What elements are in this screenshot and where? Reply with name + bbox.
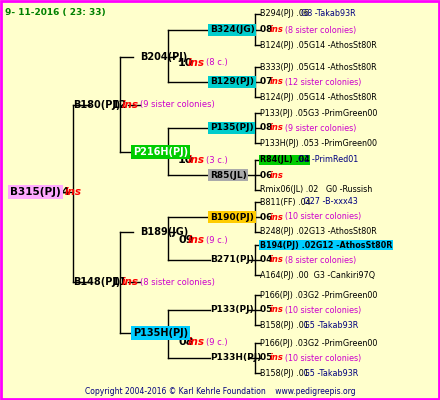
Text: B180(PJ): B180(PJ) (73, 100, 121, 110)
Text: ins: ins (270, 354, 284, 362)
Text: G5 -Takab93R: G5 -Takab93R (296, 320, 359, 330)
Text: ins: ins (270, 78, 284, 86)
Text: B204(PJ): B204(PJ) (140, 52, 187, 62)
Text: ins: ins (65, 187, 82, 197)
Text: ins: ins (270, 26, 284, 34)
Text: 05: 05 (260, 306, 275, 314)
Text: 12: 12 (112, 100, 128, 110)
Text: ins: ins (270, 306, 284, 314)
Text: 11: 11 (112, 277, 128, 287)
Text: (10 sister colonies): (10 sister colonies) (279, 354, 361, 362)
Text: ins: ins (188, 155, 205, 165)
Text: (8 sister colonies): (8 sister colonies) (279, 256, 356, 264)
Text: B324(JG): B324(JG) (210, 26, 255, 34)
Text: P133H(PJ): P133H(PJ) (210, 354, 261, 362)
Text: B124(PJ) .05G14 -AthosSt80R: B124(PJ) .05G14 -AthosSt80R (260, 92, 377, 102)
Text: 10: 10 (178, 155, 193, 165)
Text: 06: 06 (260, 170, 275, 180)
Text: (12 sister colonies): (12 sister colonies) (279, 78, 361, 86)
Text: 14: 14 (55, 187, 71, 197)
Text: 08: 08 (260, 26, 275, 34)
Text: 05: 05 (260, 354, 275, 362)
Text: (9 c.): (9 c.) (206, 338, 227, 346)
Text: ins: ins (270, 170, 284, 180)
Text: ins: ins (270, 256, 284, 264)
Text: P135H(PJ): P135H(PJ) (133, 328, 188, 338)
Text: Rmix06(JL) .02   G0 -Russish: Rmix06(JL) .02 G0 -Russish (260, 186, 372, 194)
Text: B190(PJ): B190(PJ) (210, 212, 254, 222)
Text: (8 sister colonies): (8 sister colonies) (140, 278, 215, 286)
Text: P135(PJ): P135(PJ) (210, 124, 253, 132)
Text: 9- 11-2016 ( 23: 33): 9- 11-2016 ( 23: 33) (5, 8, 106, 17)
Text: B315(PJ): B315(PJ) (10, 187, 61, 197)
Text: B158(PJ) .01: B158(PJ) .01 (260, 320, 309, 330)
Text: B148(PJ): B148(PJ) (73, 277, 121, 287)
Text: 07: 07 (260, 78, 275, 86)
Text: B294(PJ) .06: B294(PJ) .06 (260, 10, 309, 18)
Text: (9 sister colonies): (9 sister colonies) (140, 100, 215, 110)
Text: 08: 08 (178, 337, 193, 347)
Text: ins: ins (270, 124, 284, 132)
Text: (9 c.): (9 c.) (206, 236, 227, 244)
Text: ins: ins (270, 212, 284, 222)
Text: R85(JL): R85(JL) (210, 170, 247, 180)
Text: B333(PJ) .05G14 -AthosSt80R: B333(PJ) .05G14 -AthosSt80R (260, 62, 377, 72)
Text: G8 -Takab93R: G8 -Takab93R (296, 10, 356, 18)
Text: ins: ins (122, 277, 139, 287)
Text: 08: 08 (260, 124, 275, 132)
Text: G5 -Takab93R: G5 -Takab93R (296, 368, 359, 378)
Text: B248(PJ) .02G13 -AthosSt80R: B248(PJ) .02G13 -AthosSt80R (260, 228, 377, 236)
Text: (8 sister colonies): (8 sister colonies) (279, 26, 356, 34)
Text: ins: ins (188, 235, 205, 245)
Text: B271(PJ): B271(PJ) (210, 256, 254, 264)
Text: 06: 06 (260, 212, 275, 222)
Text: Copyright 2004-2016 © Karl Kehrle Foundation    www.pedigreepis.org: Copyright 2004-2016 © Karl Kehrle Founda… (84, 387, 356, 396)
Text: P166(PJ) .03G2 -PrimGreen00: P166(PJ) .03G2 -PrimGreen00 (260, 290, 378, 300)
Text: A164(PJ) .00  G3 -Cankiri97Q: A164(PJ) .00 G3 -Cankiri97Q (260, 270, 375, 280)
Text: P133(PJ) .05G3 -PrimGreen00: P133(PJ) .05G3 -PrimGreen00 (260, 108, 378, 118)
Text: B129(PJ): B129(PJ) (210, 78, 254, 86)
Text: (3 c.): (3 c.) (206, 156, 228, 164)
Text: B811(FF) .04: B811(FF) .04 (260, 198, 311, 206)
Text: P166(PJ) .03G2 -PrimGreen00: P166(PJ) .03G2 -PrimGreen00 (260, 338, 378, 348)
Text: B158(PJ) .01: B158(PJ) .01 (260, 368, 309, 378)
Text: G2 -PrimRed01: G2 -PrimRed01 (293, 156, 359, 164)
Text: ins: ins (122, 100, 139, 110)
Text: (10 sister colonies): (10 sister colonies) (279, 306, 361, 314)
Text: 04: 04 (260, 256, 275, 264)
Text: R84(JL) .04: R84(JL) .04 (260, 156, 310, 164)
Text: (10 sister colonies): (10 sister colonies) (279, 212, 361, 222)
Text: ins: ins (188, 337, 205, 347)
Text: ins: ins (188, 58, 205, 68)
Text: P216H(PJ): P216H(PJ) (133, 147, 188, 157)
Text: B189(JG): B189(JG) (140, 227, 188, 237)
Text: 10: 10 (178, 58, 193, 68)
Text: P133(PJ): P133(PJ) (210, 306, 253, 314)
Text: (8 c.): (8 c.) (206, 58, 228, 68)
Text: B124(PJ) .05G14 -AthosSt80R: B124(PJ) .05G14 -AthosSt80R (260, 40, 377, 50)
Text: P133H(PJ) .053 -PrimGreen00: P133H(PJ) .053 -PrimGreen00 (260, 138, 377, 148)
Text: G27 -B-xxx43: G27 -B-xxx43 (296, 198, 358, 206)
Text: 09: 09 (178, 235, 194, 245)
Text: B194(PJ) .02G12 -AthosSt80R: B194(PJ) .02G12 -AthosSt80R (260, 240, 392, 250)
Text: (9 sister colonies): (9 sister colonies) (279, 124, 356, 132)
